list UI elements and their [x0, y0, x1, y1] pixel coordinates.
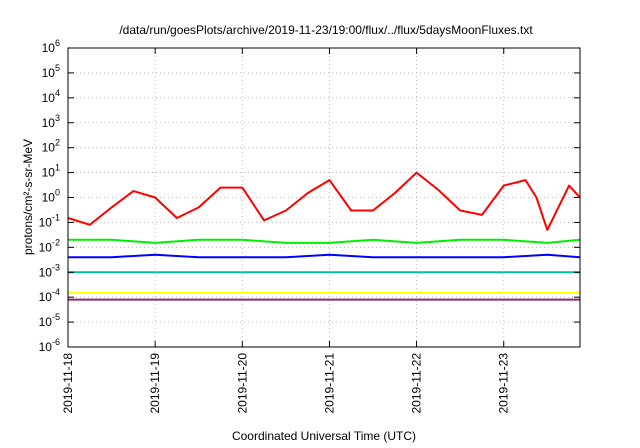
- y-tick-label: 10-3: [39, 262, 60, 279]
- y-axis-label: protons/cm²-s-sr-MeV: [21, 139, 35, 255]
- y-tick-label: 10-6: [39, 337, 60, 354]
- y-tick-label: 103: [42, 113, 60, 130]
- x-tick-label: 2019-11-18: [61, 353, 75, 414]
- series-line-1: [68, 238, 581, 244]
- x-tick-label: 2019-11-23: [497, 353, 511, 414]
- y-tick-label: 104: [42, 88, 60, 105]
- x-tick-label: 2019-11-20: [235, 353, 249, 414]
- y-tick-label: 101: [42, 163, 60, 180]
- y-tick-label: 10-5: [39, 312, 60, 329]
- y-tick-label: 105: [42, 63, 60, 80]
- series-line-2: [68, 253, 581, 259]
- y-tick-label: 10-1: [39, 212, 60, 229]
- x-axis-ticks: 2019-11-18 2019-11-19 2019-11-20 2019-11-21…: [61, 48, 511, 414]
- series-line-0: [67, 171, 581, 231]
- x-tick-label: 2019-11-21: [322, 353, 336, 414]
- y-tick-label: 10-4: [39, 287, 60, 304]
- y-tick-label: 106: [42, 38, 60, 55]
- y-tick-label: 102: [42, 138, 60, 155]
- series-layer: [67, 171, 581, 301]
- x-tick-label: 2019-11-22: [410, 353, 424, 414]
- y-tick-label: 100: [42, 188, 60, 205]
- grid: [68, 48, 580, 347]
- y-axis-ticks: 10-6 10-5 10-4 10-3 10-2 10-1 100 101 102 103 104 1…: [39, 38, 580, 354]
- y-tick-label: 10-2: [39, 237, 60, 254]
- chart-title: /data/run/goesPlots/archive/2019-11-23/1…: [119, 23, 533, 37]
- x-axis-label: Coordinated Universal Time (UTC): [232, 429, 416, 443]
- x-tick-label: 2019-11-19: [148, 353, 162, 414]
